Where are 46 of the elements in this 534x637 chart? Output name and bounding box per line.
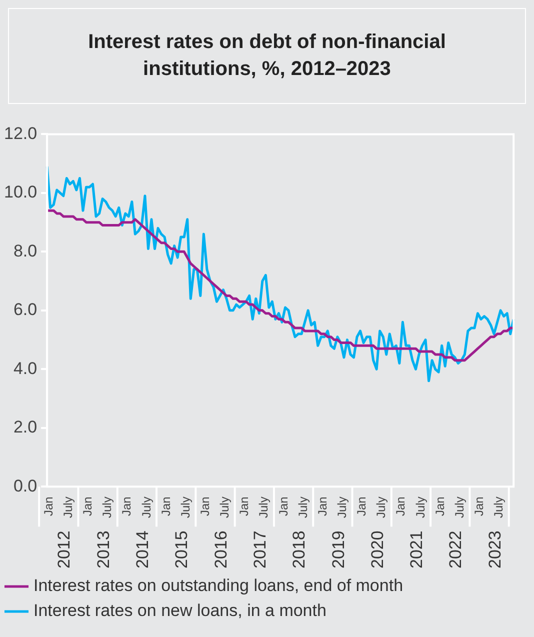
text: 2021 xyxy=(407,530,426,568)
x-tick-label: July xyxy=(256,496,271,518)
x-tick-label: July xyxy=(374,496,388,518)
x-tick-label: Jan xyxy=(472,496,486,516)
x-tick-label: July xyxy=(178,496,192,518)
x-tick-label: July xyxy=(139,496,154,518)
x-tick-label: Jan xyxy=(158,496,173,516)
text: 2017 xyxy=(250,530,270,568)
text: 2013 xyxy=(94,530,113,568)
text: 2012 xyxy=(54,530,74,568)
x-tick-label: July xyxy=(452,496,466,518)
text: 2023 xyxy=(485,530,504,568)
x-tick-label: Jan xyxy=(198,496,212,516)
y-tick-label: 4.0 xyxy=(13,358,38,378)
y-tick-label: 6.0 xyxy=(13,300,38,320)
legend-label: Interest rates on new loans, in a month xyxy=(34,601,326,620)
x-tick-label: July xyxy=(413,496,428,518)
x-tick-label: Jan xyxy=(237,496,252,516)
y-tick-label: 10.0 xyxy=(4,182,38,202)
y-tick-label: 2.0 xyxy=(13,418,38,437)
legend-label: Interest rates on outstanding loans, end of month xyxy=(34,576,404,596)
x-tick-label: Jan xyxy=(354,496,369,516)
text: 2015 xyxy=(172,530,192,568)
x-tick-label: July xyxy=(100,496,114,518)
x-tick-label: Jan xyxy=(120,496,134,516)
text: 2020 xyxy=(368,530,387,568)
text: 2019 xyxy=(328,530,348,568)
x-tick-label: Jan xyxy=(80,496,95,516)
x-tick-label: July xyxy=(296,496,310,518)
x-tick-label: Jan xyxy=(394,496,408,516)
chart-title: Interest rates on debt of non-financial institutions, %, 2012–2023 xyxy=(8,8,526,104)
text: 2014 xyxy=(133,530,152,568)
text: 2022 xyxy=(446,530,466,568)
text: 2018 xyxy=(290,530,309,568)
y-tick-label: 12.0 xyxy=(4,124,38,143)
x-tick-label: July xyxy=(492,496,506,518)
y-tick-label: 8.0 xyxy=(13,241,38,260)
x-tick-label: July xyxy=(218,496,232,518)
text: 2016 xyxy=(211,530,230,568)
x-tick-label: July xyxy=(60,496,75,518)
x-tick-label: Jan xyxy=(315,496,330,516)
x-tick-label: July xyxy=(335,496,350,518)
y-tick-label: 0.0 xyxy=(13,476,38,496)
x-tick-label: Jan xyxy=(41,496,56,516)
x-tick-label: Jan xyxy=(432,496,447,516)
x-tick-label: Jan xyxy=(276,496,290,516)
